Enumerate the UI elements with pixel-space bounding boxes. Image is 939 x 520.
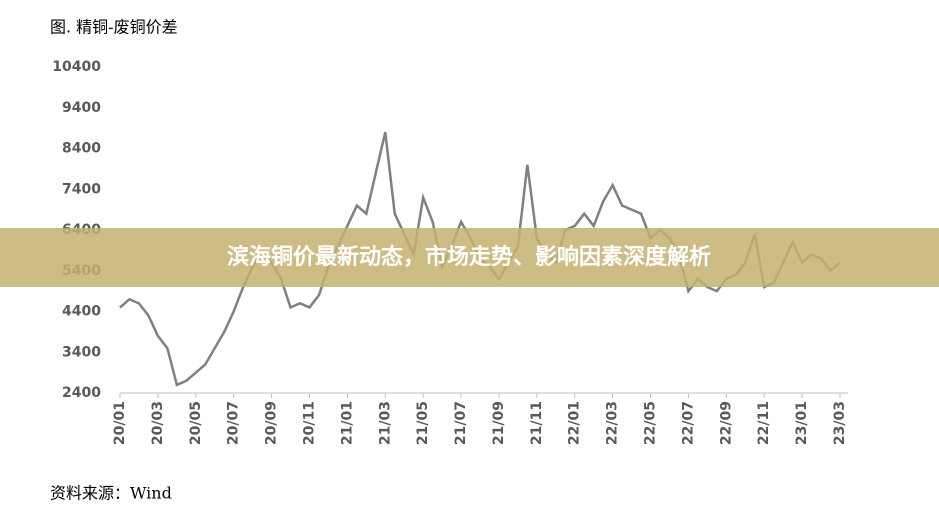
- x-tick-label: 20/05: [188, 401, 204, 445]
- x-tick-label: 21/03: [377, 401, 393, 445]
- x-tick-label: 20/01: [112, 401, 128, 445]
- x-tick-label: 22/09: [718, 401, 734, 445]
- y-tick-label: 9400: [62, 100, 101, 116]
- x-tick-label: 22/11: [756, 401, 772, 445]
- x-tick-label: 23/01: [794, 401, 810, 445]
- source: 资料来源：Wind: [50, 484, 172, 503]
- banner-text: 滨海铜价最新动态，市场走势、影响因素深度解析: [227, 244, 711, 270]
- x-tick-label: 20/03: [150, 401, 166, 445]
- banner: [0, 228, 939, 287]
- x-tick-label: 22/03: [605, 401, 621, 445]
- y-tick-label: 8400: [62, 141, 101, 157]
- x-tick-label: 23/03: [832, 401, 848, 445]
- y-tick-label: 4400: [62, 304, 101, 320]
- y-tick-label: 2400: [62, 385, 101, 401]
- x-tick-label: 21/05: [415, 401, 431, 445]
- x-tick-label: 22/05: [643, 401, 659, 445]
- y-tick-label: 3400: [62, 344, 101, 360]
- x-tick-label: 21/09: [491, 401, 507, 445]
- x-tick-label: 20/09: [264, 401, 280, 445]
- x-tick-label: 21/07: [453, 401, 469, 445]
- x-tick-label: 20/07: [226, 401, 242, 445]
- y-tick-label: 7400: [62, 181, 101, 197]
- x-tick-label: 20/11: [301, 401, 317, 445]
- chart-title: 图. 精铜-废铜价差: [50, 18, 178, 37]
- y-tick-label: 10400: [52, 59, 101, 75]
- x-tick-label: 21/11: [529, 401, 545, 445]
- x-tick-label: 22/01: [567, 401, 583, 445]
- x-tick-label: 21/01: [339, 401, 355, 445]
- x-tick-label: 22/07: [680, 401, 696, 445]
